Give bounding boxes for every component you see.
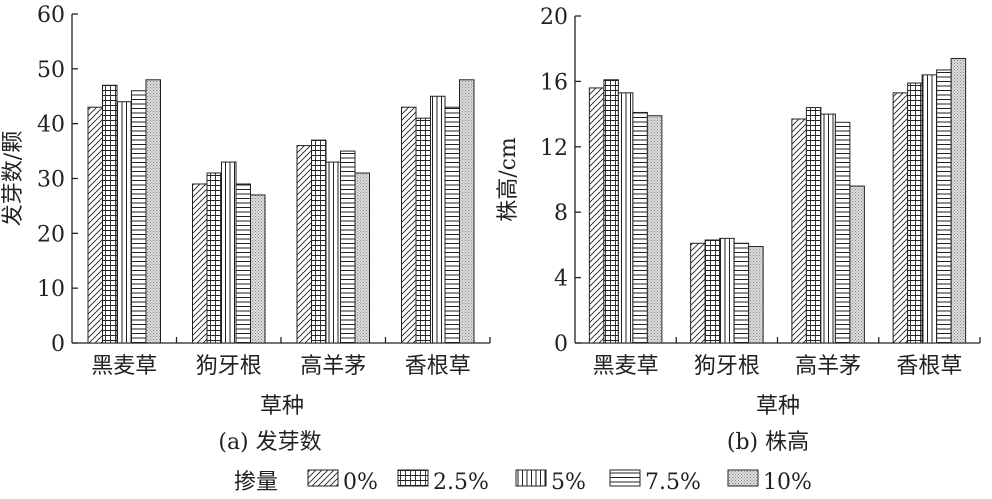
- x-axis-label: 草种: [756, 394, 800, 419]
- y-tick-label: 20: [540, 5, 568, 30]
- legend-title: 掺量: [234, 470, 278, 495]
- y-tick-label: 40: [37, 113, 65, 138]
- legend-label: 7.5%: [645, 470, 701, 495]
- bar: [116, 101, 132, 344]
- x-tick-label: 狗牙根: [196, 354, 262, 379]
- bar: [131, 90, 147, 344]
- bar: [415, 117, 431, 344]
- legend-swatch: [727, 469, 759, 487]
- legend-swatch: [515, 469, 547, 487]
- bar: [632, 111, 648, 344]
- bar: [296, 145, 312, 344]
- legend-label: 2.5%: [433, 470, 489, 495]
- bar: [340, 150, 356, 344]
- y-axis-label: 发芽数/颗: [1, 131, 26, 226]
- x-tick-label: 黑麦草: [91, 354, 157, 379]
- bar: [354, 172, 370, 344]
- legend: 掺量 0% 2.5% 5% 7.5% 10%: [234, 469, 812, 495]
- x-tick-label: 香根草: [405, 354, 471, 379]
- y-tick-label: 10: [37, 277, 65, 302]
- bar: [748, 246, 764, 344]
- bar: [603, 79, 619, 344]
- bar: [690, 242, 706, 344]
- bar: [459, 79, 475, 344]
- bar: [646, 115, 663, 344]
- bar: [401, 106, 417, 344]
- legend-label: 5%: [551, 470, 586, 495]
- caption-b: (b) 株高: [727, 430, 809, 455]
- bar: [950, 58, 967, 344]
- y-tick-label: 16: [540, 70, 568, 95]
- y-tick-label: 0: [51, 332, 65, 357]
- caption-a: (a) 发芽数: [218, 430, 321, 455]
- y-tick-label: 0: [554, 332, 568, 357]
- bar: [791, 118, 807, 344]
- x-axis-label: 草种: [260, 394, 304, 419]
- legend-swatch: [609, 469, 641, 487]
- bar: [617, 92, 634, 344]
- y-tick-label: 12: [540, 136, 568, 161]
- bar: [921, 74, 938, 344]
- bar: [102, 84, 118, 344]
- legend-label: 10%: [763, 470, 812, 495]
- x-tick-label: 高羊茅: [300, 354, 366, 379]
- bar: [145, 79, 161, 344]
- bar: [325, 161, 341, 344]
- bar: [311, 139, 327, 344]
- legend-swatch: [397, 469, 429, 487]
- bar: [834, 121, 851, 344]
- bar: [805, 107, 822, 344]
- x-tick-label: 黑麦草: [593, 354, 659, 379]
- bar: [907, 82, 923, 344]
- x-tick-label: 狗牙根: [694, 354, 760, 379]
- legend-swatch: [307, 469, 339, 487]
- y-tick-label: 4: [554, 267, 568, 292]
- bar: [430, 95, 446, 344]
- bar: [820, 113, 836, 344]
- bar: [733, 242, 750, 344]
- bar: [588, 87, 605, 344]
- legend-label: 0%: [343, 470, 378, 495]
- y-tick-label: 8: [554, 201, 568, 226]
- bar: [936, 69, 952, 344]
- bar: [235, 183, 251, 344]
- bar: [206, 172, 222, 344]
- bar: [849, 185, 865, 344]
- bar: [192, 183, 208, 344]
- x-tick-label: 香根草: [896, 354, 962, 379]
- y-tick-label: 50: [37, 58, 65, 83]
- bar: [704, 239, 721, 344]
- bar: [444, 106, 460, 344]
- bar: [719, 237, 735, 344]
- y-axis-label: 株高/cm: [496, 137, 521, 222]
- bar: [87, 106, 103, 344]
- y-tick-label: 20: [37, 222, 65, 247]
- bar: [892, 92, 909, 344]
- y-tick-label: 30: [37, 168, 65, 193]
- bar: [250, 194, 266, 344]
- x-tick-label: 高羊茅: [795, 354, 861, 379]
- y-tick-label: 60: [37, 3, 65, 28]
- bar: [221, 161, 237, 344]
